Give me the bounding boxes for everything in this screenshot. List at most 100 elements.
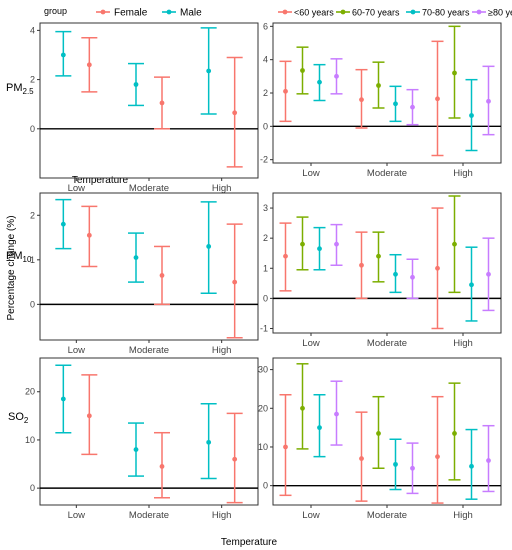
y-tick-label: 0 [263, 293, 268, 303]
errorbar [55, 30, 72, 77]
errorbar [389, 438, 402, 491]
x-tick-label: Low [68, 183, 86, 194]
errorbar [128, 422, 144, 477]
legend-age-label: 70-80 years [422, 8, 470, 18]
errorbar [406, 258, 419, 300]
mean-point [86, 413, 92, 419]
x-tick-label: Low [302, 168, 320, 179]
legend-age: <60 years 60-70 years 70-80 years ≥80 years [278, 8, 512, 18]
x-tick-label: Low [302, 510, 320, 521]
errorbar [389, 253, 402, 294]
panel-5: 0 10 20 Low Moderate High SO2 [8, 357, 259, 521]
errorbar [296, 216, 309, 271]
y-tick-label: 1 [30, 255, 35, 265]
mean-point [435, 96, 440, 102]
mean-point [317, 79, 322, 85]
y-tick-label: 2 [263, 88, 268, 98]
y-tick-label: 4 [263, 55, 268, 65]
panel-1: 0 2 4 Low Moderate High PM2.5 [6, 22, 259, 194]
errorbar [448, 382, 461, 481]
mean-point [334, 73, 339, 79]
x-tick-label: High [453, 168, 473, 179]
mean-point [410, 465, 415, 471]
errorbar [200, 403, 217, 480]
errorbar [55, 364, 72, 434]
mean-point [393, 271, 398, 277]
errorbar [226, 223, 243, 339]
mean-point [86, 62, 92, 68]
panel-2: -2 0 2 4 6 Low Moderate High [260, 21, 502, 179]
y-tick-label: 30 [258, 365, 268, 375]
mean-point [469, 463, 474, 469]
errorbar [448, 25, 461, 119]
mean-point [334, 241, 339, 247]
legend-sex-title: group [44, 6, 67, 16]
errorbar [372, 61, 385, 109]
legend-age-marker [340, 9, 346, 15]
errorbar [482, 424, 495, 493]
y-tick-label: 0 [30, 483, 35, 493]
mean-point [469, 282, 474, 288]
x-tick-label: Moderate [367, 338, 407, 349]
x-tick-label: High [453, 510, 473, 521]
legend-age-marker [410, 9, 416, 15]
errorbar [431, 207, 444, 330]
x-tick-label: Low [302, 338, 320, 349]
x-axis-label: Temperature [221, 537, 278, 548]
errorbar [313, 63, 326, 102]
errorbar [279, 394, 292, 497]
errorbar [355, 411, 368, 502]
mean-point [133, 255, 139, 260]
mean-point [469, 113, 474, 118]
errorbar [279, 60, 292, 123]
legend-sex-marker [100, 9, 106, 15]
errorbar [465, 428, 478, 500]
panel-frame [272, 357, 502, 506]
mean-point [486, 458, 491, 463]
errorbar [372, 231, 385, 283]
mean-point [60, 396, 66, 402]
mean-point [435, 454, 440, 460]
mean-point [206, 439, 212, 445]
errorbar [226, 56, 243, 168]
errorbar [355, 231, 368, 300]
y-tick-label: 10 [25, 435, 35, 445]
errorbar [296, 46, 309, 95]
errorbar [482, 65, 495, 136]
errorbar [389, 85, 402, 123]
errorbar [406, 88, 419, 126]
errorbar [313, 394, 326, 458]
y-tick-label: 20 [258, 403, 268, 413]
mean-point [376, 253, 381, 259]
errorbar [200, 201, 217, 294]
errorbar [465, 246, 478, 322]
mean-point [283, 444, 288, 450]
panels: 0 2 4 Low Moderate High PM2.5 -2 0 2 4 6 Low Moderate… [6, 21, 502, 521]
legend-sex: group Female Male [44, 6, 202, 19]
mean-point [159, 273, 165, 278]
errorbar [330, 58, 343, 95]
errorbar [330, 380, 343, 446]
mean-point [159, 464, 165, 469]
errorbar [226, 412, 243, 504]
legend-age-label: 60-70 years [352, 8, 400, 18]
panel-frame [272, 22, 502, 164]
mean-point [159, 100, 165, 106]
errorbar [296, 363, 309, 450]
mean-point [376, 431, 381, 436]
x-tick-label: High [212, 510, 232, 521]
x-tick-label: Moderate [367, 510, 407, 521]
errorbar [431, 40, 444, 157]
legend-age-marker [476, 9, 482, 15]
mean-point [410, 104, 415, 110]
mean-point [359, 456, 364, 461]
mean-point [300, 241, 305, 247]
pollutant-label: SO2 [8, 411, 29, 425]
mean-point [334, 411, 339, 417]
y-tick-label: -1 [260, 323, 268, 333]
errorbar [448, 195, 461, 294]
mean-point [410, 274, 415, 280]
mean-point [317, 246, 322, 252]
mean-point [133, 447, 139, 452]
